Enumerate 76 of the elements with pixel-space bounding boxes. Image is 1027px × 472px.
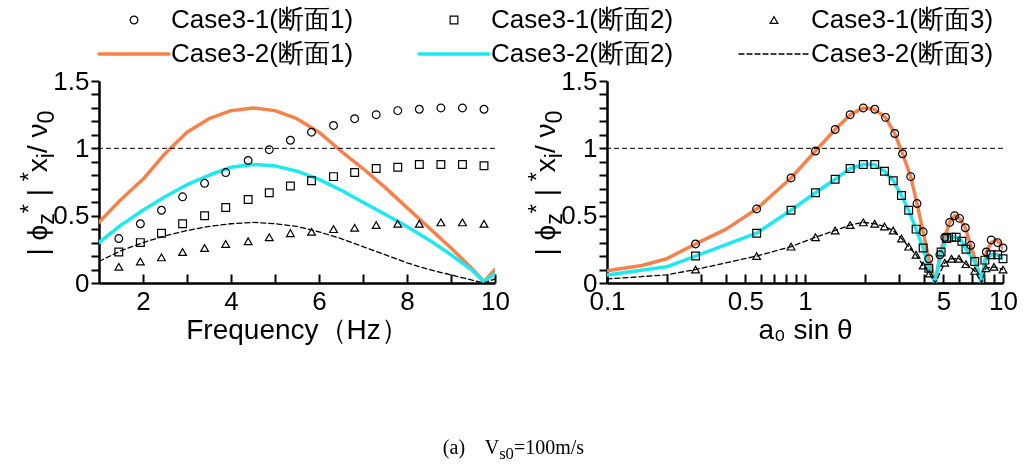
point: [200, 178, 210, 188]
point: [135, 257, 145, 266]
x-tick-label: 8: [400, 285, 415, 316]
point: [350, 223, 360, 232]
point: [200, 244, 210, 252]
text: (a) V$_{s0}$=100m/s: [441, 436, 586, 464]
point: [307, 227, 316, 236]
point: [114, 234, 124, 244]
legend-label: Case3-2(断面1): [171, 38, 354, 68]
x-tick-label: 4: [224, 285, 239, 316]
y-tick-label: 0: [75, 267, 90, 298]
point: [114, 262, 124, 271]
x-tick-label: 0.5: [727, 285, 764, 316]
legend-label: Case3-1(断面3): [811, 4, 994, 34]
point: [157, 205, 166, 215]
point: [414, 160, 424, 169]
point: [221, 239, 231, 248]
point: [135, 238, 145, 248]
point: [393, 219, 403, 228]
point: [329, 172, 338, 182]
point: [329, 120, 338, 130]
point: [221, 168, 231, 178]
point: [436, 103, 446, 113]
x-tick-label: 2: [136, 285, 151, 316]
point: [436, 218, 446, 227]
point: [371, 110, 381, 120]
point: [285, 229, 295, 238]
point: [371, 164, 381, 174]
y-tick-label: 1.5: [53, 65, 90, 96]
point: [393, 162, 403, 172]
legend-label: Case3-2(断面2): [491, 38, 674, 68]
point: [114, 247, 124, 257]
point: [329, 225, 338, 234]
point: [178, 219, 188, 229]
point: [264, 233, 274, 242]
point: [285, 181, 295, 191]
x-axis-title: a₀ sin θ: [758, 313, 853, 345]
point: [457, 160, 467, 169]
point: [350, 114, 360, 124]
point: [243, 195, 253, 204]
point: [264, 145, 274, 155]
point: [414, 104, 424, 114]
x-tick-label: 10: [481, 285, 510, 316]
x-tick-label: 6: [312, 285, 327, 316]
point: [307, 176, 316, 186]
point: [479, 219, 489, 228]
point: [157, 228, 166, 238]
point: [479, 161, 489, 171]
point: [243, 155, 253, 165]
point: [178, 248, 188, 256]
point: [157, 253, 166, 262]
point: [307, 127, 316, 137]
x-tick-label: 10: [989, 285, 1018, 316]
point: [393, 106, 403, 116]
point: [135, 219, 145, 229]
x-tick-label: 5: [936, 285, 952, 316]
point: [479, 104, 489, 114]
point: [414, 219, 424, 228]
x-axis-title: Frequency（Hz）: [186, 313, 409, 345]
y-tick-label: 1: [75, 132, 90, 163]
point: [457, 103, 467, 113]
point: [350, 168, 360, 178]
point: [243, 237, 253, 246]
legend-label: Case3-1(断面2): [491, 4, 674, 34]
point: [371, 221, 381, 230]
point: [436, 160, 446, 169]
point: [178, 192, 188, 202]
legend-label: Case3-1(断面1): [171, 4, 354, 34]
legend-label: Case3-2(断面3): [811, 38, 994, 68]
point: [221, 203, 231, 213]
point: [457, 218, 467, 227]
x-tick-label: 1: [798, 285, 813, 316]
point: [285, 135, 295, 145]
y-tick-label: 1: [583, 132, 598, 163]
point: [200, 211, 210, 221]
point: [264, 188, 274, 198]
